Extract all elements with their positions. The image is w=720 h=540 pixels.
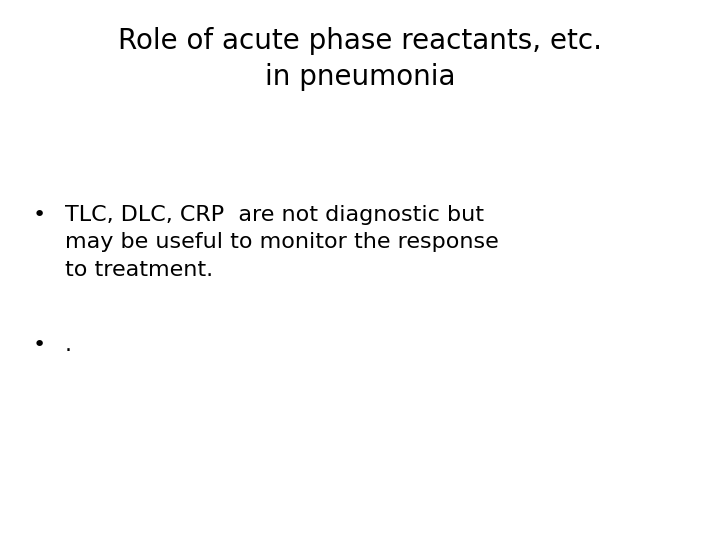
Text: TLC, DLC, CRP  are not diagnostic but
may be useful to monitor the response
to t: TLC, DLC, CRP are not diagnostic but may… [65,205,498,280]
Text: .: . [65,335,72,355]
Text: •: • [32,205,45,225]
Text: Role of acute phase reactants, etc.
in pneumonia: Role of acute phase reactants, etc. in p… [118,27,602,91]
Text: •: • [32,335,45,355]
